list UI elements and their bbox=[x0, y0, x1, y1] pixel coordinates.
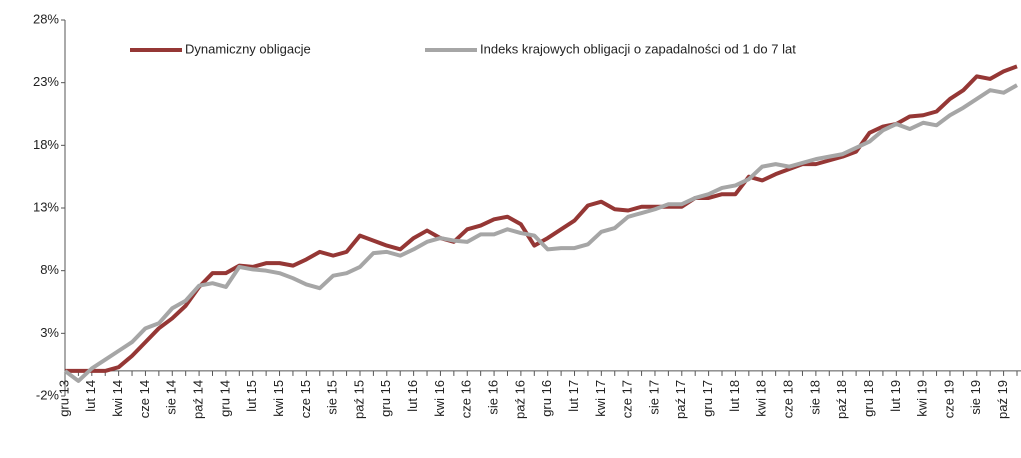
x-tick-label: cze 17 bbox=[620, 380, 635, 418]
x-tick-label: kwi 17 bbox=[593, 380, 608, 417]
x-tick-label: gru 18 bbox=[861, 380, 876, 417]
y-tick-label: 8% bbox=[40, 262, 59, 277]
x-tick-label: gru 17 bbox=[700, 380, 715, 417]
x-tick-label: cze 15 bbox=[298, 380, 313, 418]
legend-label: Dynamiczny obligacje bbox=[185, 41, 311, 56]
x-tick-label: sie 19 bbox=[968, 380, 983, 415]
legend-label: Indeks krajowych obligacji o zapadalnośc… bbox=[480, 41, 796, 56]
x-tick-label: lut 18 bbox=[727, 380, 742, 412]
x-tick-label: gru 14 bbox=[217, 380, 232, 417]
x-tick-label: kwi 14 bbox=[110, 380, 125, 417]
x-tick-label: paź 15 bbox=[351, 380, 366, 419]
x-tick-label: sie 17 bbox=[646, 380, 661, 415]
x-tick-label: gru 16 bbox=[539, 380, 554, 417]
x-tick-label: paź 18 bbox=[834, 380, 849, 419]
x-tick-label: sie 16 bbox=[486, 380, 501, 415]
x-tick-label: cze 19 bbox=[941, 380, 956, 418]
x-tick-label: sie 15 bbox=[325, 380, 340, 415]
x-tick-label: lut 15 bbox=[244, 380, 259, 412]
x-tick-label: gru 15 bbox=[378, 380, 393, 417]
x-tick-label: kwi 18 bbox=[754, 380, 769, 417]
x-tick-label: sie 18 bbox=[807, 380, 822, 415]
series-line bbox=[65, 64, 1018, 373]
y-tick-label: 3% bbox=[40, 325, 59, 340]
x-tick-label: paź 16 bbox=[512, 380, 527, 419]
y-tick-label: 18% bbox=[33, 137, 59, 152]
y-tick-label: -2% bbox=[36, 387, 60, 402]
x-tick-label: paź 19 bbox=[995, 380, 1010, 419]
x-tick-label: lut 14 bbox=[83, 380, 98, 412]
x-tick-label: cze 18 bbox=[780, 380, 795, 418]
series-line bbox=[63, 83, 1018, 383]
y-tick-label: 23% bbox=[33, 74, 59, 89]
y-tick-label: 13% bbox=[33, 199, 59, 214]
x-tick-label: paź 17 bbox=[673, 380, 688, 419]
x-tick-label: gru 13 bbox=[56, 380, 71, 417]
x-tick-label: cze 16 bbox=[459, 380, 474, 418]
x-tick-label: lut 17 bbox=[566, 380, 581, 412]
x-tick-label: lut 16 bbox=[405, 380, 420, 412]
x-tick-label: kwi 16 bbox=[432, 380, 447, 417]
x-tick-label: cze 14 bbox=[137, 380, 152, 418]
y-tick-label: 28% bbox=[33, 11, 59, 26]
x-tick-label: kwi 19 bbox=[915, 380, 930, 417]
x-tick-label: sie 14 bbox=[164, 380, 179, 415]
x-tick-label: kwi 15 bbox=[271, 380, 286, 417]
x-tick-label: paź 14 bbox=[191, 380, 206, 419]
x-tick-label: lut 19 bbox=[888, 380, 903, 412]
